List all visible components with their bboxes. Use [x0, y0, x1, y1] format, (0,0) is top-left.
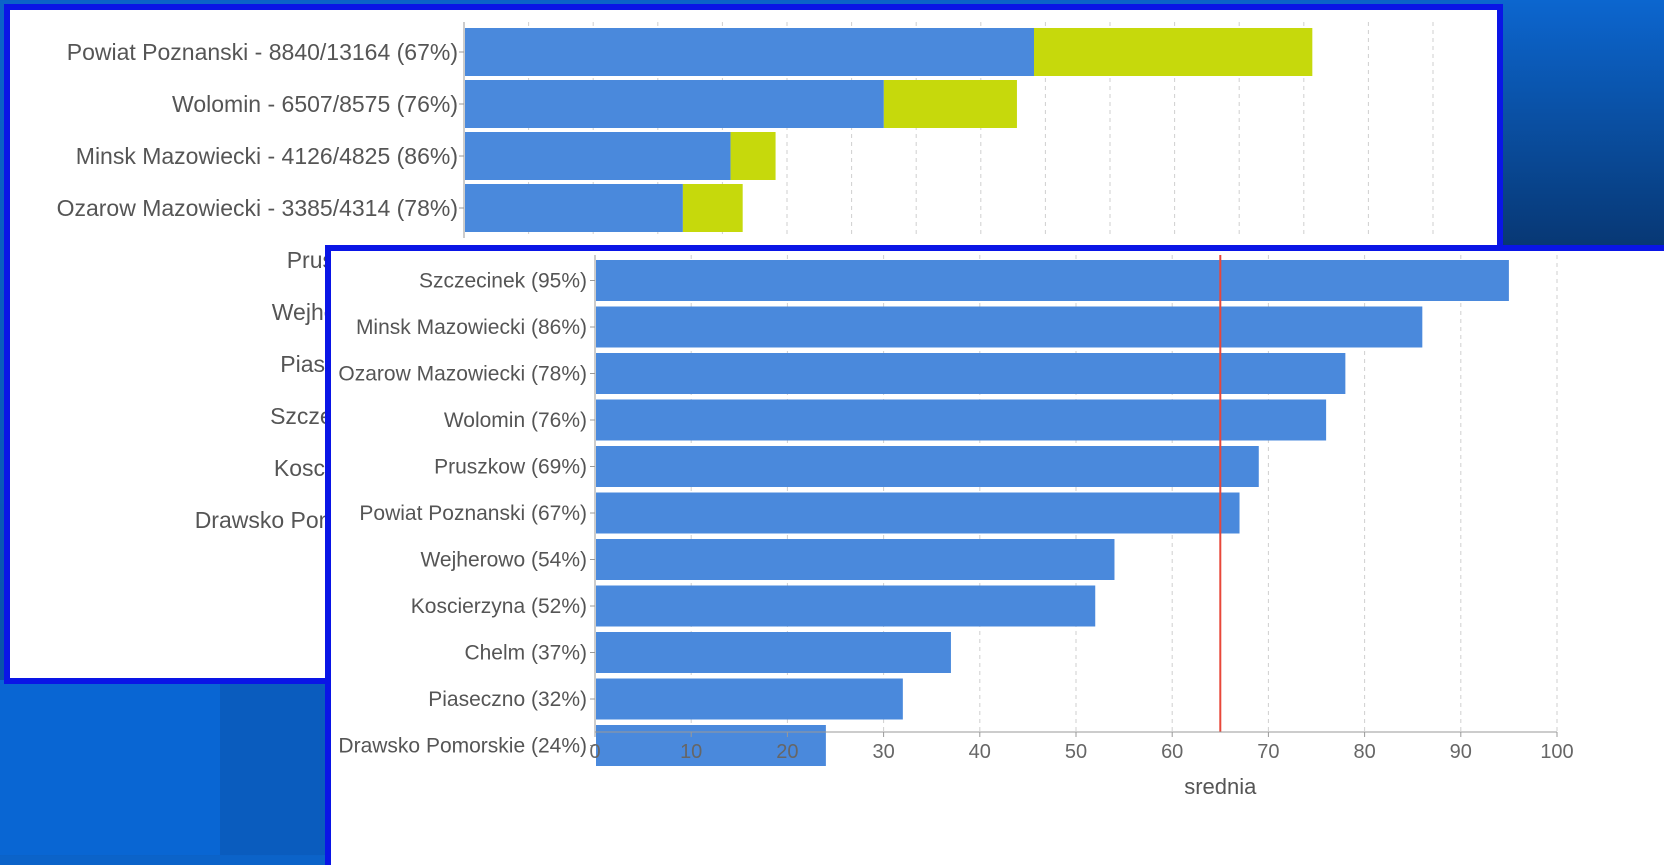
bar: [596, 399, 1327, 441]
category-label: Wolomin - 6507/8575 (76%): [172, 91, 458, 117]
category-label: Minsk Mazowiecki - 4126/4825 (86%): [76, 143, 458, 169]
bar: [596, 260, 1509, 301]
category-label: Powiat Poznanski - 8840/13164 (67%): [67, 39, 458, 65]
category-label: Powiat Poznanski (67%): [359, 502, 587, 525]
category-label: Szczecinek (95%): [419, 270, 587, 293]
category-label: Minsk Mazowiecki (86%): [356, 316, 587, 339]
x-tick-label: 70: [1257, 741, 1279, 763]
background-panel: [0, 680, 220, 855]
bar-segment-secondary: [730, 132, 776, 180]
average-chart-panel: Szczecinek (95%) Minsk Mazowiecki (86%) Oz…: [325, 245, 1664, 865]
bar-segment-primary: [465, 28, 1034, 76]
bar: [596, 585, 1096, 627]
bar-segment-secondary: [1034, 28, 1313, 76]
category-label: Drawsko Pomorskie (24%): [338, 735, 587, 758]
background-panel: [220, 680, 330, 855]
bar: [596, 446, 1259, 487]
bar-segment-secondary: [883, 80, 1017, 128]
x-tick-label: 30: [872, 741, 894, 763]
category-label: Wolomin (76%): [444, 409, 587, 432]
x-tick-label: 60: [1161, 741, 1183, 763]
x-tick-label: 90: [1450, 741, 1472, 763]
x-tick-label: 40: [969, 741, 991, 763]
bar-segment-primary: [465, 184, 683, 232]
x-tick-label: 0: [589, 741, 600, 763]
x-axis-title: srednia: [1184, 774, 1257, 799]
bar: [596, 492, 1240, 534]
bar: [596, 632, 951, 673]
bar-segment-secondary: [682, 184, 743, 232]
volume-stacked-bar-chart: Powiat Poznanski - 8840/13164 (67%) Wolom…: [57, 22, 1434, 585]
bar-segment-primary: [465, 80, 884, 128]
bar: [596, 539, 1115, 580]
average-bar-chart: Szczecinek (95%) Minsk Mazowiecki (86%) Oz…: [338, 255, 1574, 799]
x-tick-label: 10: [680, 741, 702, 763]
category-label: Chelm (37%): [464, 642, 587, 665]
category-label: Ozarow Mazowiecki - 3385/4314 (78%): [57, 195, 458, 221]
category-label: Pruszkow (69%): [434, 456, 587, 479]
x-tick-label: 100: [1540, 741, 1573, 763]
x-tick-label: 80: [1353, 741, 1375, 763]
category-label: Wejherowo (54%): [420, 549, 587, 572]
category-label: Koscierzyna (52%): [411, 595, 587, 618]
bar-segment-primary: [465, 132, 731, 180]
category-label: Ozarow Mazowiecki (78%): [338, 363, 587, 386]
x-tick-label: 20: [776, 741, 798, 763]
bar: [596, 353, 1346, 394]
category-label: Piaseczno (32%): [428, 688, 587, 711]
x-tick-label: 50: [1065, 741, 1087, 763]
bar: [596, 306, 1423, 348]
bar: [596, 678, 903, 720]
